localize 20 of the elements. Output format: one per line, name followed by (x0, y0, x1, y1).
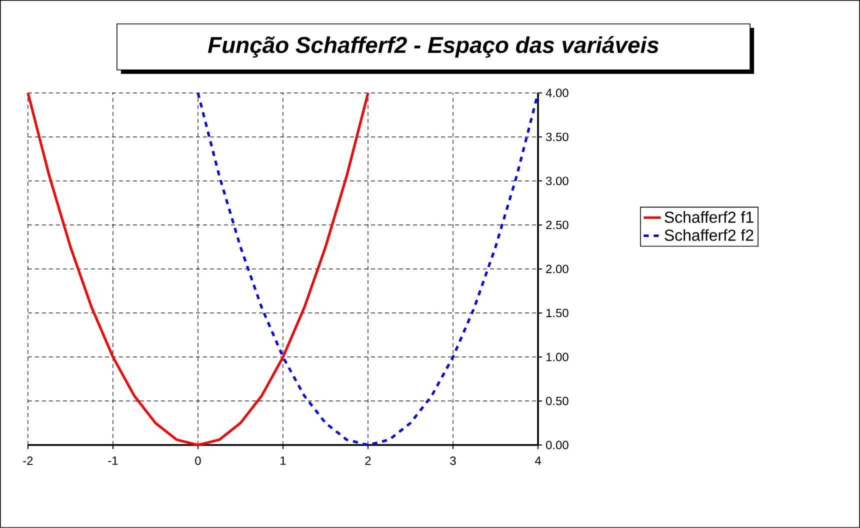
y-tick-label: 3.00 (546, 176, 568, 186)
x-tick-label: -2 (23, 456, 33, 465)
y-tick-label: 4.00 (546, 88, 568, 98)
y-tick-label: 3.50 (546, 132, 568, 142)
y-tick-label: 1.50 (546, 308, 568, 318)
y-tick-label: 2.50 (546, 220, 568, 230)
x-tick-label: 3 (450, 456, 456, 466)
y-tick-label: 1.00 (546, 352, 568, 362)
legend-label: Schafferf2 f2 (664, 229, 754, 241)
x-tick-label: 4 (534, 456, 542, 465)
chart-title: Função Schafferf2 - Espaço das variáveis (208, 36, 659, 58)
line-series (26, 92, 370, 446)
y-tick-label: 0.00 (546, 440, 568, 450)
x-tick-label: 2 (365, 456, 371, 465)
x-tick-label: 0 (195, 456, 201, 466)
x-tick-label: 1 (280, 456, 286, 465)
y-tick-label: 2.00 (546, 264, 568, 274)
x-tick-label: -1 (108, 456, 118, 465)
legend-label: Schafferf2 f1 (664, 211, 754, 223)
y-tick-label: 0.50 (546, 396, 568, 406)
